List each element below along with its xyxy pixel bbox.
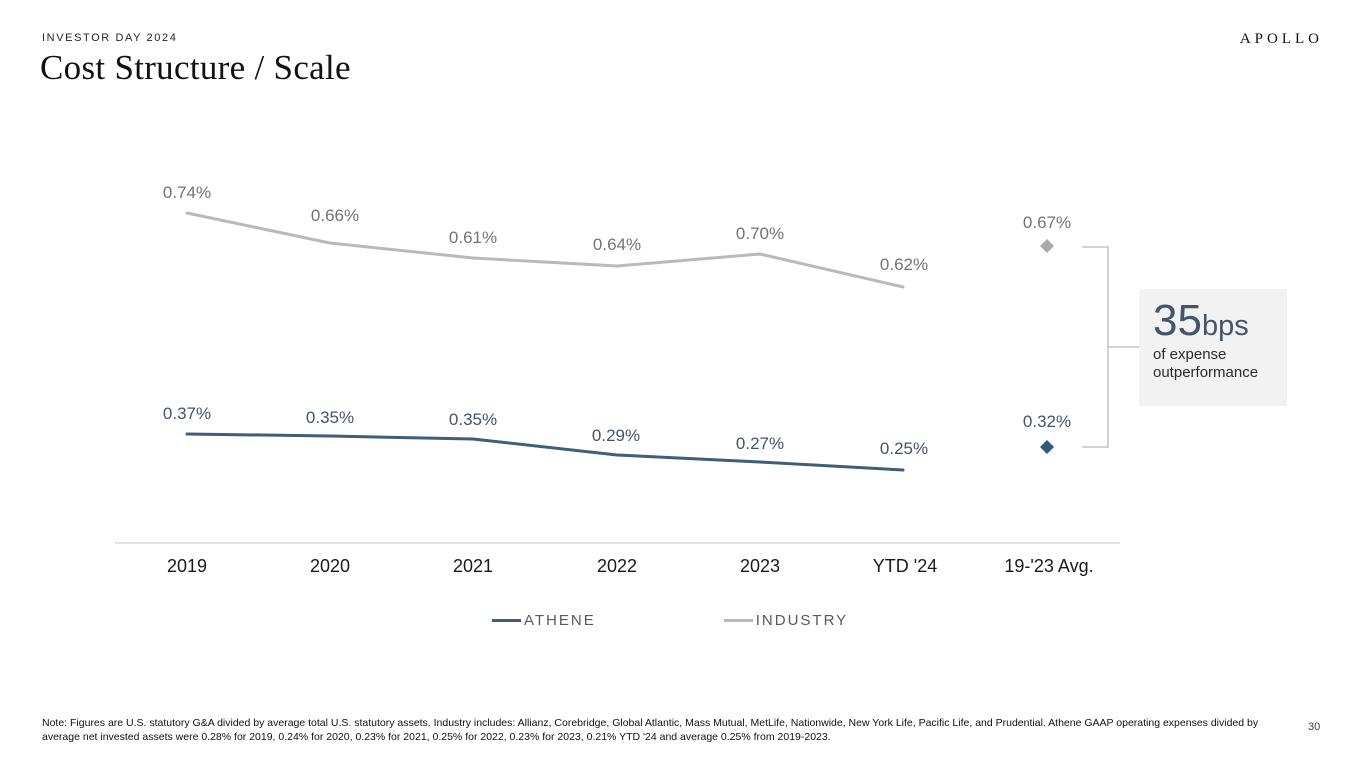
industry-avg-diamond-icon xyxy=(1040,239,1054,253)
x-axis-label-2022: 2022 xyxy=(596,556,638,576)
athene-value-ytd24: 0.25% xyxy=(879,439,929,458)
footnote: Note: Figures are U.S. statutory G&A div… xyxy=(42,717,1259,743)
industry-value-2023: 0.70% xyxy=(735,224,785,243)
bracket xyxy=(1082,246,1139,448)
eyebrow-label: INVESTOR DAY 2024 xyxy=(42,32,178,44)
x-axis-label-avg: 19-'23 Avg. xyxy=(1004,556,1094,576)
legend-item-athene: ATHENE xyxy=(492,612,596,629)
athene-line-swatch-icon xyxy=(492,619,521,622)
callout-value: 35 xyxy=(1153,296,1202,345)
industry-value-avg: 0.67% xyxy=(1022,213,1072,232)
legend-label-industry: INDUSTRY xyxy=(755,612,849,629)
x-axis-label-ytd24: YTD '24 xyxy=(872,556,938,576)
page-title: Cost Structure / Scale xyxy=(40,48,351,87)
athene-value-avg: 0.32% xyxy=(1022,412,1072,431)
industry-value-2020: 0.66% xyxy=(310,206,360,225)
callout-caption: of expense outperformance xyxy=(1153,346,1259,382)
industry-line-swatch-icon xyxy=(723,619,753,622)
athene-value-2021: 0.35% xyxy=(448,410,498,429)
legend-item-industry: INDUSTRY xyxy=(723,612,849,629)
industry-value-2021: 0.61% xyxy=(448,228,498,247)
callout-unit: bps xyxy=(1201,310,1249,342)
athene-avg-diamond-icon xyxy=(1040,440,1054,454)
industry-line xyxy=(185,211,905,289)
x-axis-label-2019: 2019 xyxy=(166,556,208,576)
outperformance-callout: 35bps of expense outperformance xyxy=(1139,289,1287,406)
industry-value-2022: 0.64% xyxy=(592,235,642,254)
athene-line xyxy=(185,432,905,472)
athene-value-2019: 0.37% xyxy=(162,404,212,423)
page-number: 30 xyxy=(1308,721,1321,733)
apollo-logo: APOLLO xyxy=(1239,31,1323,47)
athene-value-2020: 0.35% xyxy=(305,408,355,427)
legend-label-athene: ATHENE xyxy=(524,612,596,629)
industry-value-ytd24: 0.62% xyxy=(879,255,929,274)
x-axis-label-2020: 2020 xyxy=(309,556,351,576)
callout-value-row: 35bps xyxy=(1153,299,1277,343)
athene-value-2022: 0.29% xyxy=(591,426,641,445)
x-axis-label-2023: 2023 xyxy=(739,556,781,576)
industry-value-2019: 0.74% xyxy=(162,183,212,202)
x-axis-label-2021: 2021 xyxy=(452,556,494,576)
chart-legend: ATHENE INDUSTRY xyxy=(492,612,848,629)
athene-value-2023: 0.27% xyxy=(735,434,785,453)
